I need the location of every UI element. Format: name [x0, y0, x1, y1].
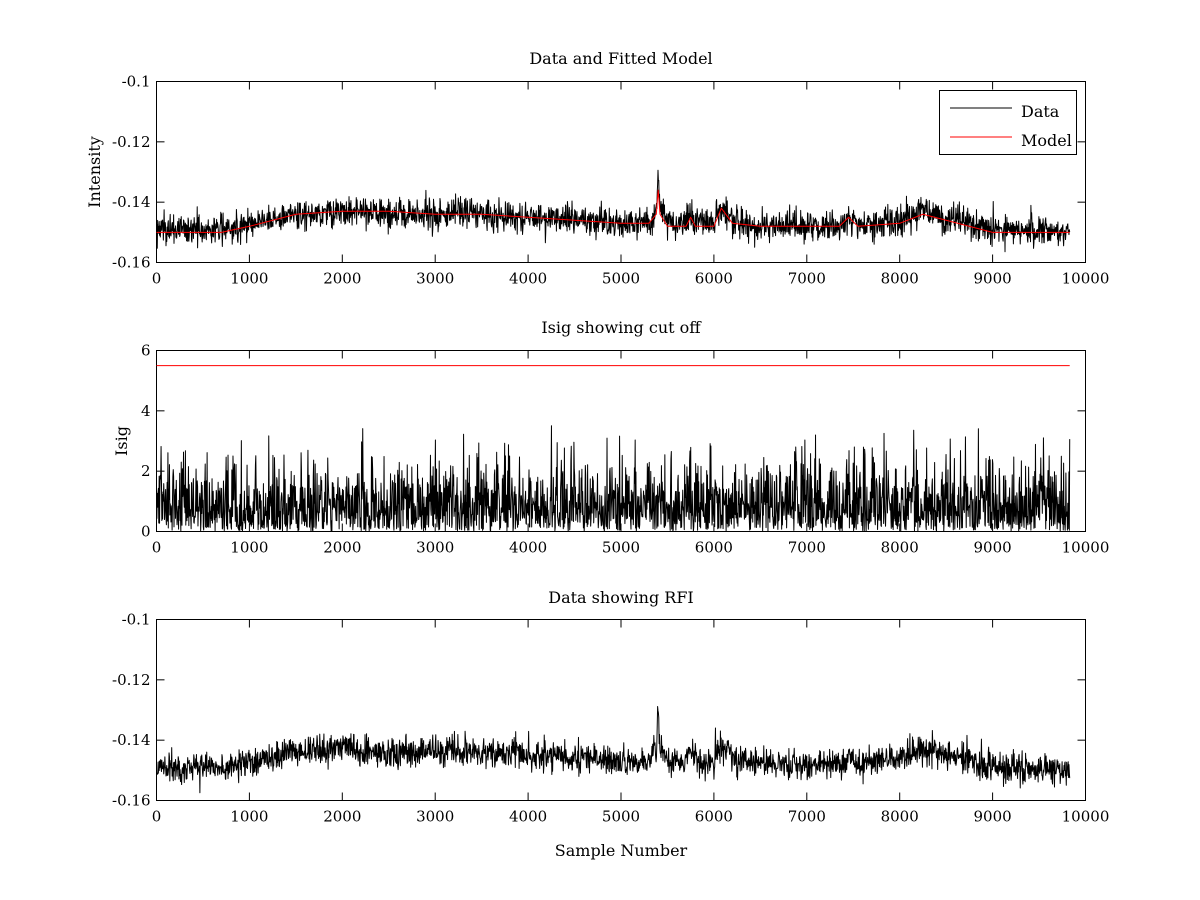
x-tick-label: 7000	[788, 539, 826, 557]
ticks-layer: 0 1000 2000 3000 4000 5000 6000 7000 8000 9000 100…	[141, 342, 1109, 557]
x-tick-label: 6000	[695, 539, 733, 557]
series-data-line	[156, 169, 1071, 253]
series-layer	[156, 706, 1071, 794]
x-tick-label: 10000	[1062, 539, 1110, 557]
x-tick-label: 4000	[509, 808, 547, 826]
x-tick-label: 5000	[602, 270, 640, 288]
legend-label-model: Model	[1021, 131, 1072, 150]
panel-data-and-fitted-model: Data and Fitted Model Intensity 0 1000 200…	[85, 49, 1109, 288]
y-axis-label: Isig	[112, 426, 131, 456]
x-tick-label: 5000	[602, 808, 640, 826]
y-tick-label: 0	[141, 523, 151, 541]
x-tick-label: 9000	[974, 539, 1012, 557]
x-tick-label: 3000	[416, 539, 454, 557]
series-0-line	[156, 425, 1071, 532]
chart-title: Data and Fitted Model	[529, 49, 712, 68]
x-tick-label: 10000	[1062, 270, 1110, 288]
y-axis-label: Intensity	[85, 136, 104, 208]
y-tick-label: 4	[141, 402, 151, 420]
x-tick-label: 8000	[881, 539, 919, 557]
x-tick-label: 1000	[230, 270, 268, 288]
y-tick-label: -0.16	[112, 254, 150, 272]
x-tick-label: 8000	[881, 808, 919, 826]
panel-data-showing-rfi: Data showing RFI Sample Number 0 1000 2000…	[112, 588, 1109, 860]
x-tick-label: 7000	[788, 270, 826, 288]
x-tick-label: 4000	[509, 539, 547, 557]
x-tick-label: 6000	[695, 270, 733, 288]
series-layer	[156, 169, 1071, 253]
x-tick-label: 0	[152, 539, 162, 557]
y-tick-label: -0.1	[122, 611, 151, 629]
x-tick-label: 7000	[788, 808, 826, 826]
x-tick-label: 0	[152, 808, 162, 826]
chart-title: Data showing RFI	[548, 588, 693, 607]
y-tick-label: -0.12	[112, 133, 150, 151]
y-tick-label: -0.12	[112, 671, 150, 689]
legend-box	[939, 90, 1077, 155]
x-tick-label: 4000	[509, 270, 547, 288]
series-layer	[156, 365, 1071, 532]
chart-title: Isig showing cut off	[541, 318, 702, 337]
x-tick-label: 3000	[416, 270, 454, 288]
series-model-line	[156, 189, 1070, 233]
x-tick-label: 2000	[323, 808, 361, 826]
x-tick-label: 2000	[323, 270, 361, 288]
y-tick-label: -0.14	[112, 731, 150, 749]
legend-label-data: Data	[1021, 102, 1060, 121]
y-tick-label: 2	[141, 462, 151, 480]
x-tick-label: 1000	[230, 808, 268, 826]
x-tick-label: 9000	[974, 270, 1012, 288]
y-tick-label: -0.1	[122, 73, 151, 91]
y-tick-label: -0.14	[112, 193, 150, 211]
y-tick-label: 6	[141, 342, 151, 360]
series-0-line	[156, 706, 1071, 794]
x-tick-label: 9000	[974, 808, 1012, 826]
x-tick-label: 10000	[1062, 808, 1110, 826]
x-tick-label: 2000	[323, 539, 361, 557]
x-tick-label: 3000	[416, 808, 454, 826]
x-axis-label: Sample Number	[555, 841, 688, 860]
x-tick-label: 5000	[602, 539, 640, 557]
x-tick-label: 6000	[695, 808, 733, 826]
panel-isig-showing-cut-off: Isig showing cut off Isig 0 1000 2000 3000 4…	[112, 318, 1109, 557]
x-tick-label: 0	[152, 270, 162, 288]
x-tick-label: 8000	[881, 270, 919, 288]
y-tick-label: -0.16	[112, 792, 150, 810]
legend: Data Model	[939, 90, 1077, 155]
ticks-layer: 0 1000 2000 3000 4000 5000 6000 7000 8000 9000 100…	[112, 73, 1109, 288]
x-tick-label: 1000	[230, 539, 268, 557]
ticks-layer: 0 1000 2000 3000 4000 5000 6000 7000 8000 9000 100…	[112, 611, 1109, 826]
